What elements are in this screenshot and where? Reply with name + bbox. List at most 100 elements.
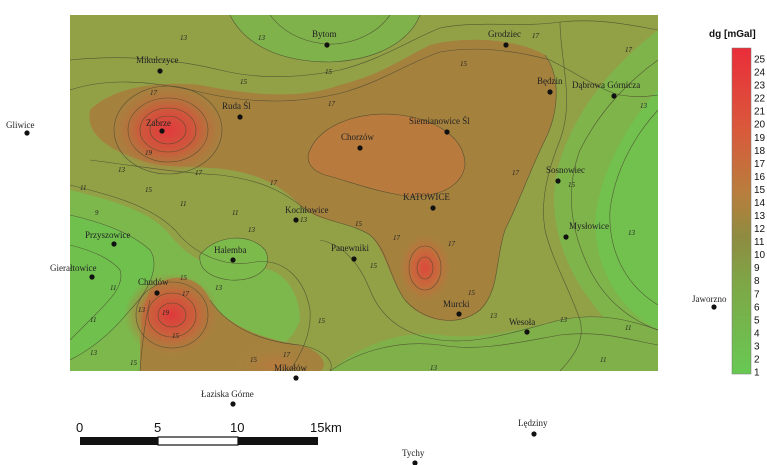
legend-tick-23: 23 <box>754 81 766 92</box>
city-siemianowice-sl: Siemianowice Śl <box>409 116 470 135</box>
legend-tick-24: 24 <box>754 68 766 79</box>
contour-label: 11 <box>180 200 186 208</box>
city-bedzin: Będzin <box>537 76 563 95</box>
contour-label: 13 <box>215 284 223 292</box>
city-wesola: Wesoła <box>509 317 535 335</box>
city-label: Ruda Śl <box>222 101 251 111</box>
city-chudow: Chudów <box>138 277 169 296</box>
contour-label: 17 <box>195 169 203 177</box>
scale-label-10: 10 <box>230 420 244 435</box>
contour-label: 17 <box>512 169 520 177</box>
contour-label: 15 <box>250 356 258 364</box>
contour-label: 13 <box>490 312 498 320</box>
city-label: Przyszowice <box>85 230 130 240</box>
low-zone-south <box>330 316 658 371</box>
city-ruda-sl: Ruda Śl <box>222 101 251 120</box>
contour-label: 15 <box>145 186 153 194</box>
scale-bar: 0 5 10 15km <box>76 420 342 446</box>
contour-label: 11 <box>625 324 631 332</box>
city-label: Tychy <box>402 448 425 458</box>
legend-tick-7: 7 <box>754 289 760 300</box>
anomaly-chudow <box>124 273 220 357</box>
contour-label: 17 <box>200 372 208 380</box>
city-markers: Bytom Grodziec Mikulczyce Będzin Dąbrowa… <box>6 29 727 465</box>
contour-label: 17 <box>393 234 401 242</box>
city-label: Chorzów <box>341 132 374 142</box>
city-label: KATOWICE <box>403 192 450 202</box>
legend-ticks: 2524232221201918171615141312111098765432… <box>754 55 766 379</box>
scale-segment-3 <box>238 437 318 445</box>
contour-label: 13 <box>430 364 438 372</box>
scale-label-0: 0 <box>76 420 83 435</box>
contour-label: 13 <box>258 34 266 42</box>
city-label: Mysłowice <box>569 221 609 231</box>
legend-tick-12: 12 <box>754 224 766 235</box>
gravity-map: 13 13 15 15 17 17 17 15 17 19 17 13 15 1… <box>70 15 658 380</box>
city-label: Wesoła <box>509 317 535 327</box>
city-label: Będzin <box>537 76 563 86</box>
legend-tick-19: 19 <box>754 133 766 144</box>
legend-tick-16: 16 <box>754 172 766 183</box>
anomaly-zabrze <box>110 85 226 175</box>
low-zone-east-inner <box>595 90 658 330</box>
contour-label: 13 <box>138 306 146 314</box>
contour-label: 11 <box>600 356 606 364</box>
legend-tick-1: 1 <box>754 368 760 379</box>
city-myslowice: Mysłowice <box>563 221 609 240</box>
legend-tick-13: 13 <box>754 211 766 222</box>
contour-label: 15 <box>325 68 333 76</box>
contour-label: 11 <box>80 184 86 192</box>
contour-label: 17 <box>328 100 336 108</box>
contour-label: 17 <box>182 290 190 298</box>
scale-segment-2 <box>157 436 239 446</box>
legend-tick-25: 25 <box>754 55 766 66</box>
contour-label: 13 <box>300 216 308 224</box>
anomaly-katowice-south <box>399 234 451 302</box>
city-label: Siemianowice Śl <box>409 116 470 126</box>
low-zone-north <box>230 15 420 62</box>
legend-tick-5: 5 <box>754 315 760 326</box>
city-label: Kochłowice <box>285 205 328 215</box>
city-przyszowice: Przyszowice <box>85 230 130 247</box>
contour-label: 13 <box>248 226 256 234</box>
legend-tick-14: 14 <box>754 198 766 209</box>
contour-label: 13 <box>640 102 648 110</box>
city-label: Gierałtowice <box>50 263 96 273</box>
contour-label: 11 <box>110 284 116 292</box>
contour-label: 15 <box>172 332 180 340</box>
legend-tick-10: 10 <box>754 250 766 261</box>
city-jaworzno: Jaworzno <box>692 294 727 310</box>
contour-label: 19 <box>145 149 153 157</box>
contour-label: 15 <box>460 60 468 68</box>
contour-label: 15 <box>370 262 378 270</box>
contour-label: 15 <box>355 220 363 228</box>
city-label: Halemba <box>214 245 246 255</box>
contour-label: 13 <box>90 349 98 357</box>
city-label: Łaziska Górne <box>201 389 254 399</box>
city-label: Dąbrowa Górnicza <box>572 80 640 90</box>
contour-label: 13 <box>560 316 568 324</box>
city-murcki: Murcki <box>443 299 470 317</box>
city-dabrowa-gornicza: Dąbrowa Górnicza <box>572 80 640 99</box>
contour-label: 17 <box>283 351 291 359</box>
city-label: Mikulczyce <box>136 55 178 65</box>
contour-label: 13 <box>628 229 636 237</box>
city-mikulczyce: Mikulczyce <box>136 55 178 74</box>
contour-label: 15 <box>240 78 248 86</box>
contour-label: 17 <box>532 32 540 40</box>
city-mikolow: Mikołów <box>274 363 308 381</box>
scale-segment-1 <box>80 437 158 445</box>
legend-tick-9: 9 <box>754 263 760 274</box>
city-gliwice: Gliwice <box>6 120 35 136</box>
legend-tick-20: 20 <box>754 120 766 131</box>
high-zone-chorzow <box>308 114 465 197</box>
city-bytom: Bytom <box>312 29 337 48</box>
city-grodziec: Grodziec <box>488 29 521 48</box>
contour-label: 15 <box>468 289 476 297</box>
city-label: Gliwice <box>6 120 35 130</box>
legend-tick-2: 2 <box>754 354 760 365</box>
contour-label: 17 <box>625 46 633 54</box>
legend-colorbar <box>731 47 752 375</box>
anomaly-mikolow <box>230 343 320 371</box>
